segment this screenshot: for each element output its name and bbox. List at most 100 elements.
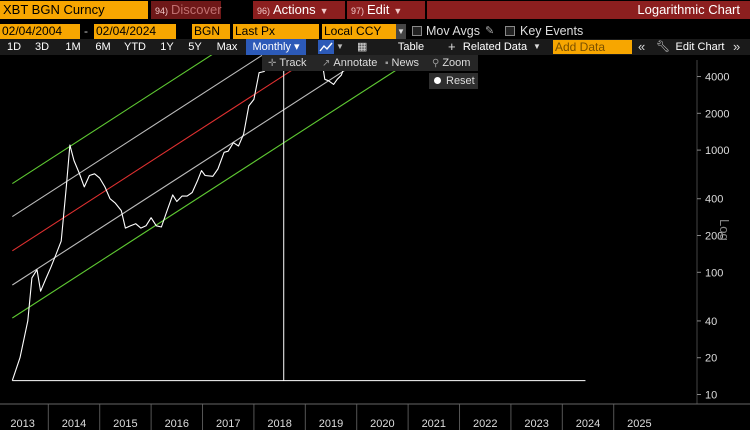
x-tick-label: 2025 — [627, 418, 651, 430]
measure-range: +329443.17% (+108.76%ann.) — [12, 55, 586, 382]
x-tick-label: 2021 — [422, 418, 446, 430]
y-axis-title: Log — [717, 219, 732, 241]
frequency-label: Monthly — [252, 41, 291, 53]
x-tick-label: 2019 — [319, 418, 343, 430]
source-field[interactable]: BGN — [192, 24, 230, 39]
y-tick-label: 10 — [705, 390, 717, 402]
y-tick-label: 400 — [705, 194, 723, 206]
y-tick-label: 1000 — [705, 145, 729, 157]
y-axis: 2M1M0.4M0.2M0.1M400002000010000400020001… — [696, 60, 732, 404]
band-inner_upper — [12, 55, 264, 218]
x-tick-label: 2022 — [473, 418, 497, 430]
y-tick-label: 200 — [705, 231, 723, 243]
currency-field[interactable]: Local CCY — [322, 24, 396, 39]
price-chart[interactable]: +329443.17% (+108.76%ann.) 2M1M0.4M0.2M0… — [0, 55, 750, 430]
x-tick-label: 2020 — [370, 418, 394, 430]
date-separator: - — [84, 24, 88, 38]
price-field[interactable]: Last Px — [233, 24, 319, 39]
x-axis: 2013 2014 2015 2016 2017 2018 2019 2020 2021 2022… — [0, 403, 750, 430]
regression-line — [12, 55, 317, 252]
reset-label: Reset — [446, 75, 475, 87]
crosshair-icon: ✛ — [268, 58, 277, 69]
discover-label: Discover — [171, 2, 222, 17]
reset-button[interactable]: Reset — [429, 73, 478, 89]
edit-number: 97) — [351, 6, 365, 16]
price-series — [11, 55, 349, 381]
grid-icon[interactable]: ▦ — [357, 41, 368, 53]
key-events-label: Key Events — [520, 24, 584, 38]
x-tick-label: 2013 — [10, 418, 34, 430]
annotate-icon: ↗ — [322, 58, 331, 69]
period-1y[interactable]: 1Y — [160, 41, 174, 53]
x-tick-label: 2024 — [576, 418, 600, 430]
security-field[interactable]: XBT BGN Curncy — [0, 1, 148, 19]
period-6m[interactable]: 6M — [95, 41, 111, 53]
start-date-field[interactable]: 02/04/2004 — [0, 24, 80, 39]
y-tick-label: 2000 — [705, 108, 729, 120]
chevron-down-icon[interactable]: ▼ — [396, 24, 406, 39]
regression-bands — [12, 55, 421, 319]
annotate-label: Annotate — [333, 57, 378, 69]
band-outer_lower — [12, 55, 421, 319]
chevron-down-icon: ▼ — [393, 6, 403, 16]
key-events-checkbox[interactable] — [505, 26, 515, 36]
chevron-down-icon[interactable]: ▼ — [336, 42, 344, 51]
title-bar: XBT BGN Curncy 94) Discover 96) Actions ▼ 9… — [0, 0, 750, 20]
y-tick-label: 100 — [705, 267, 723, 279]
related-data-button[interactable]: Related Data — [462, 41, 528, 53]
zoom-label: Zoom — [442, 57, 471, 69]
mov-avgs-checkbox[interactable] — [412, 26, 422, 36]
y-tick-label: 20 — [705, 353, 717, 365]
period-toolbar: 1D 3D 1M 6M YTD 1Y 5Y Max Monthly ▾ ▼ ▦ … — [0, 39, 750, 55]
chart-title-bar: Logarithmic Chart — [427, 1, 750, 19]
frequency-dropdown[interactable]: Monthly ▾ — [246, 39, 306, 55]
actions-label: Actions — [273, 2, 316, 17]
expand-icon[interactable]: » — [733, 39, 741, 54]
end-date-field[interactable]: 02/04/2024 — [94, 24, 176, 39]
period-ytd[interactable]: YTD — [124, 41, 146, 53]
period-3d[interactable]: 3D — [34, 41, 50, 53]
x-tick-label: 2023 — [524, 418, 548, 430]
add-data-input[interactable]: Add Data — [553, 40, 632, 54]
x-tick-label: 2015 — [113, 418, 137, 430]
reset-icon — [434, 77, 441, 84]
zoom-tool[interactable]: ⚲ Zoom — [432, 55, 470, 72]
edit-label: Edit — [367, 2, 390, 17]
track-tool[interactable]: ✛ Track — [268, 55, 306, 72]
annotate-tool[interactable]: ↗ Annotate — [322, 55, 377, 72]
x-tick-label: 2016 — [165, 418, 189, 430]
period-5y[interactable]: 5Y — [188, 41, 202, 53]
track-label: Track — [279, 57, 307, 69]
table-button[interactable]: Table — [397, 41, 425, 53]
y-tick-label: 40 — [705, 316, 717, 328]
discover-number: 94) — [155, 6, 169, 16]
discover-button[interactable]: 94) Discover — [151, 1, 222, 19]
x-tick-label: 2014 — [62, 418, 86, 430]
y-tick-label: 4000 — [705, 72, 729, 84]
options-bar: 02/04/2004 - 02/04/2024 BGN Last Px Loca… — [0, 22, 750, 40]
edit-menu-button[interactable]: 97) Edit ▼ — [347, 1, 425, 19]
chevron-down-icon[interactable]: ▼ — [533, 42, 541, 51]
period-1d[interactable]: 1D — [6, 41, 22, 53]
collapse-icon[interactable]: « — [638, 39, 646, 54]
period-1m[interactable]: 1M — [65, 41, 81, 53]
chevron-down-icon: ▼ — [319, 6, 329, 16]
magnifier-icon: ⚲ — [432, 58, 440, 69]
price-line — [11, 55, 349, 381]
actions-menu-button[interactable]: 96) Actions ▼ — [253, 1, 345, 19]
edit-chart-button[interactable]: Edit Chart — [675, 41, 725, 53]
pencil-icon[interactable]: ✎ — [485, 25, 495, 37]
band-outer_upper — [12, 55, 213, 185]
news-tool[interactable]: ▪ News — [385, 55, 419, 72]
news-label: News — [391, 57, 420, 69]
x-tick-label: 2018 — [267, 418, 291, 430]
mov-avgs-label: Mov Avgs — [426, 24, 480, 38]
line-chart-icon[interactable] — [318, 40, 334, 54]
period-max[interactable]: Max — [216, 41, 238, 53]
x-tick-label: 2017 — [216, 418, 240, 430]
band-inner_lower — [12, 55, 370, 286]
news-icon: ▪ — [385, 58, 389, 69]
wrench-icon: 🔧︎ — [656, 41, 670, 53]
chart-title: Logarithmic Chart — [637, 2, 740, 17]
tools-bar: ✛ Track ↗ Annotate ▪ News ⚲ Zoom — [262, 55, 478, 71]
